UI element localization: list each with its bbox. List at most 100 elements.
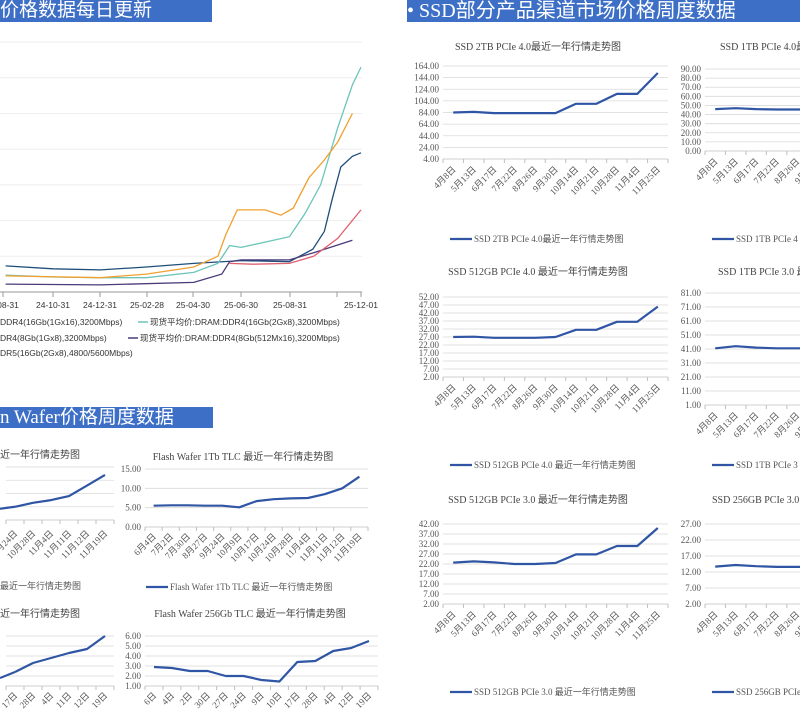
x-tick-label: 9日	[249, 690, 266, 707]
legend-entry: 最近一年行情走势图	[0, 580, 81, 591]
x-tick-label: 28日	[18, 690, 38, 710]
y-tick-label: 32.00	[419, 324, 440, 334]
y-tick-label: 4.00	[125, 651, 141, 661]
y-tick-label: 17.00	[681, 551, 702, 561]
x-tick-label: 24-10-31	[36, 300, 70, 310]
legend-entry: SSD 2TB PCIe 4.0最近一年行情走势图	[474, 233, 624, 244]
series-line-continuation	[0, 505, 16, 510]
chart-title: SSD 256GB PCIe 3.0	[712, 495, 799, 506]
y-tick-label: 81.00	[681, 288, 702, 298]
y-tick-label: 64.00	[419, 119, 440, 129]
y-tick-label: 12.00	[681, 567, 702, 577]
x-tick-label: 24日	[228, 690, 248, 710]
y-tick-label: 17.00	[419, 569, 440, 579]
chart-title: Flash Wafer 1Tb TLC 最近一年行情走势图	[153, 450, 333, 463]
waferL1-chart: 月24日10月28日11月4日11月11日11月12日11月19日近一年行情走势…	[0, 448, 115, 591]
y-tick-label: 10.00	[121, 483, 142, 493]
y-tick-label: 0.00	[685, 146, 701, 156]
series-line	[715, 345, 800, 350]
y-tick-label: 6.00	[125, 631, 141, 641]
y-tick-label: 104.00	[414, 96, 439, 106]
series-line	[715, 563, 800, 569]
y-tick-label: 164.00	[414, 61, 439, 71]
x-tick-label: 30日	[192, 690, 212, 710]
x-tick-label: 11日	[54, 690, 74, 710]
y-tick-label: 12.00	[419, 356, 440, 366]
y-tick-label: 60.00	[681, 91, 702, 101]
y-tick-label: 124.00	[414, 84, 439, 94]
series-line	[453, 527, 659, 566]
y-tick-label: 31.00	[681, 358, 702, 368]
y-tick-label: 2.00	[685, 599, 701, 609]
ssd1tb4-chart: 90.0080.0070.0060.0050.0040.0030.0020.00…	[681, 41, 800, 244]
y-tick-label: 7.00	[685, 583, 701, 593]
series-line	[5, 152, 362, 271]
y-tick-label: 12.00	[419, 579, 440, 589]
x-tick-label: 19日	[354, 690, 374, 710]
series-line	[453, 305, 659, 339]
legend-entry: SSD 512GB PCIe 4.0 最近一年行情走势图	[474, 459, 636, 470]
x-tick-label: 19日	[90, 690, 110, 710]
legend-entry: SSD 1TB PCIe 3	[736, 460, 798, 470]
y-tick-label: 27.00	[419, 332, 440, 342]
chart-title: 近一年行情走势图	[0, 607, 80, 620]
x-tick-label: 28日	[300, 690, 320, 710]
y-tick-label: 84.00	[419, 108, 440, 118]
series-line	[453, 72, 659, 115]
y-tick-label: 3.00	[125, 661, 141, 671]
legend-entry: 现货平均价:DRAM:DDR4(16Gb(2Gx8),3200Mbps)	[150, 317, 340, 327]
chart-title: 近一年行情走势图	[0, 448, 80, 461]
x-tick-label: 17日	[282, 690, 302, 710]
y-tick-label: 24.00	[419, 142, 440, 152]
dram-price-chart: 08-31 24-10-31 24-12-31 25-02-28 25-04-30 25-…	[0, 41, 378, 358]
y-tick-label: 27.00	[681, 519, 702, 529]
y-tick-label: 4.00	[423, 154, 439, 164]
series-line	[14, 635, 106, 673]
x-tick-label: 10日	[264, 690, 284, 710]
y-tick-label: 41.00	[681, 344, 702, 354]
y-tick-label: 20.00	[681, 128, 702, 138]
series-line	[153, 475, 361, 509]
legend-entry: Flash Wafer 1Tb TLC 最近一年行情走势图	[170, 581, 332, 592]
x-tick-label: 24-12-31	[83, 300, 117, 310]
y-tick-label: 44.00	[419, 131, 440, 141]
x-tick-label: 25-08-31	[273, 300, 307, 310]
series-line	[14, 473, 106, 508]
y-tick-label: 10.00	[681, 137, 702, 147]
y-tick-label: 90.00	[681, 64, 702, 74]
y-tick-label: 42.00	[419, 308, 440, 318]
legend-entry: DR4(8Gb(1Gx8),3200Mbps)	[0, 333, 107, 343]
chart-title: Flash Wafer 256Gb TLC 最近一年行情走势图	[154, 607, 346, 620]
x-tick-label: 12日	[336, 690, 356, 710]
legend-entry: DDR4(16Gb(1Gx16),3200Mbps)	[0, 317, 123, 327]
x-tick-label: 08-31	[0, 300, 19, 310]
x-tick-label: 4日	[321, 690, 338, 707]
legend-entry: 现货平均价:DRAM:DDR4(8Gb(512Mx16),3200Mbps)	[140, 333, 340, 343]
y-tick-label: 0.00	[125, 522, 141, 532]
x-tick-label: 25-06-30	[224, 300, 258, 310]
y-tick-label: 144.00	[414, 73, 439, 83]
series-line	[5, 66, 362, 279]
legend-entry: SSD 1TB PCIe 4	[736, 234, 798, 244]
y-tick-label: 17.00	[419, 348, 440, 358]
ssd256g3-chart: 27.0022.0017.0012.007.002.004月8日5月13日6月1…	[681, 495, 800, 697]
legend-entry: DR5(16Gb(2Gx8),4800/5600Mbps)	[0, 348, 133, 358]
y-tick-label: 27.00	[419, 549, 440, 559]
series-line	[5, 113, 353, 279]
y-tick-label: 11.00	[681, 386, 701, 396]
y-tick-label: 22.00	[419, 559, 440, 569]
y-tick-label: 51.00	[681, 330, 702, 340]
y-tick-label: 37.00	[419, 316, 440, 326]
x-tick-label: 25-02-28	[130, 300, 164, 310]
wafer-section-header: n Wafer价格周度数据	[0, 407, 213, 428]
ssd1tb3-chart: 81.00 71.00 61.00 51.00 41.00 31.00 21.00 11.00…	[681, 266, 800, 470]
y-tick-label: 5.00	[125, 503, 141, 513]
dram-section-header: 价格数据每日更新	[0, 0, 212, 22]
x-tick-label: 2日	[178, 690, 195, 707]
x-tick-label: 27日	[210, 690, 230, 710]
x-tick-label: 6日	[142, 690, 159, 707]
y-tick-label: 40.00	[681, 110, 702, 120]
y-tick-label: 47.00	[419, 300, 440, 310]
